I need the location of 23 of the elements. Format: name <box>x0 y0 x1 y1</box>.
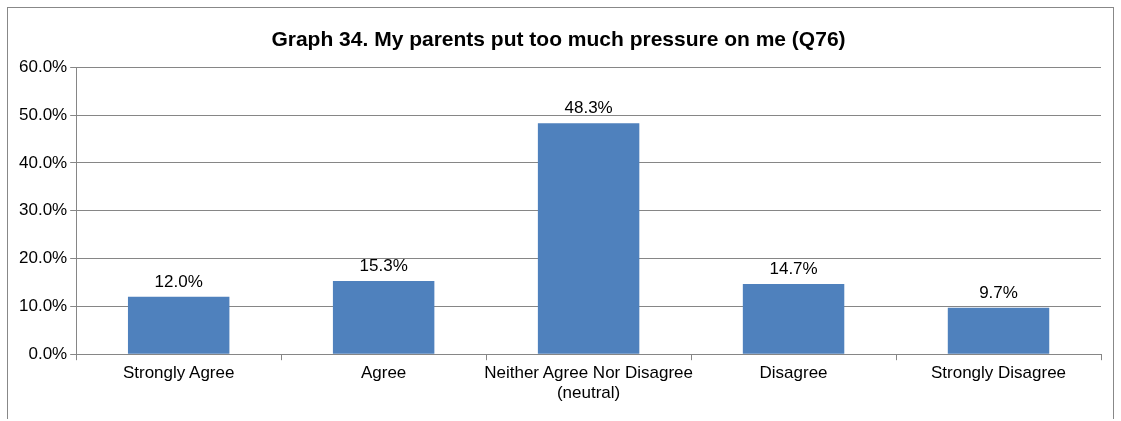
y-tick-label: 40.0% <box>19 152 68 172</box>
data-label: 48.3% <box>564 98 613 118</box>
bar <box>947 307 1050 354</box>
data-label: 12.0% <box>154 271 203 291</box>
bar <box>742 283 845 354</box>
y-tick-label: 10.0% <box>19 296 68 316</box>
y-tick-label: 50.0% <box>19 104 68 124</box>
bar <box>537 123 640 354</box>
data-label: 9.7% <box>979 282 1018 302</box>
y-tick-label: 20.0% <box>19 248 68 268</box>
y-tick-label: 30.0% <box>19 200 68 220</box>
data-label: 15.3% <box>359 256 408 276</box>
chart-title: Graph 34. My parents put too much pressure on me (Q76) <box>271 27 846 51</box>
y-tick-label: 0.0% <box>28 343 68 363</box>
bar <box>127 296 230 354</box>
x-tick-label: Neither Agree Nor Disagree (neutral) <box>484 363 694 403</box>
y-tick-label: 60.0% <box>19 56 68 76</box>
x-tick-label: Disagree <box>759 363 828 383</box>
bar <box>332 281 435 354</box>
x-tick-label: Strongly Agree <box>122 363 235 383</box>
data-label: 14.7% <box>769 259 818 279</box>
x-tick-label: Strongly Disagree <box>930 363 1067 383</box>
x-tick-label: Agree <box>360 363 407 383</box>
